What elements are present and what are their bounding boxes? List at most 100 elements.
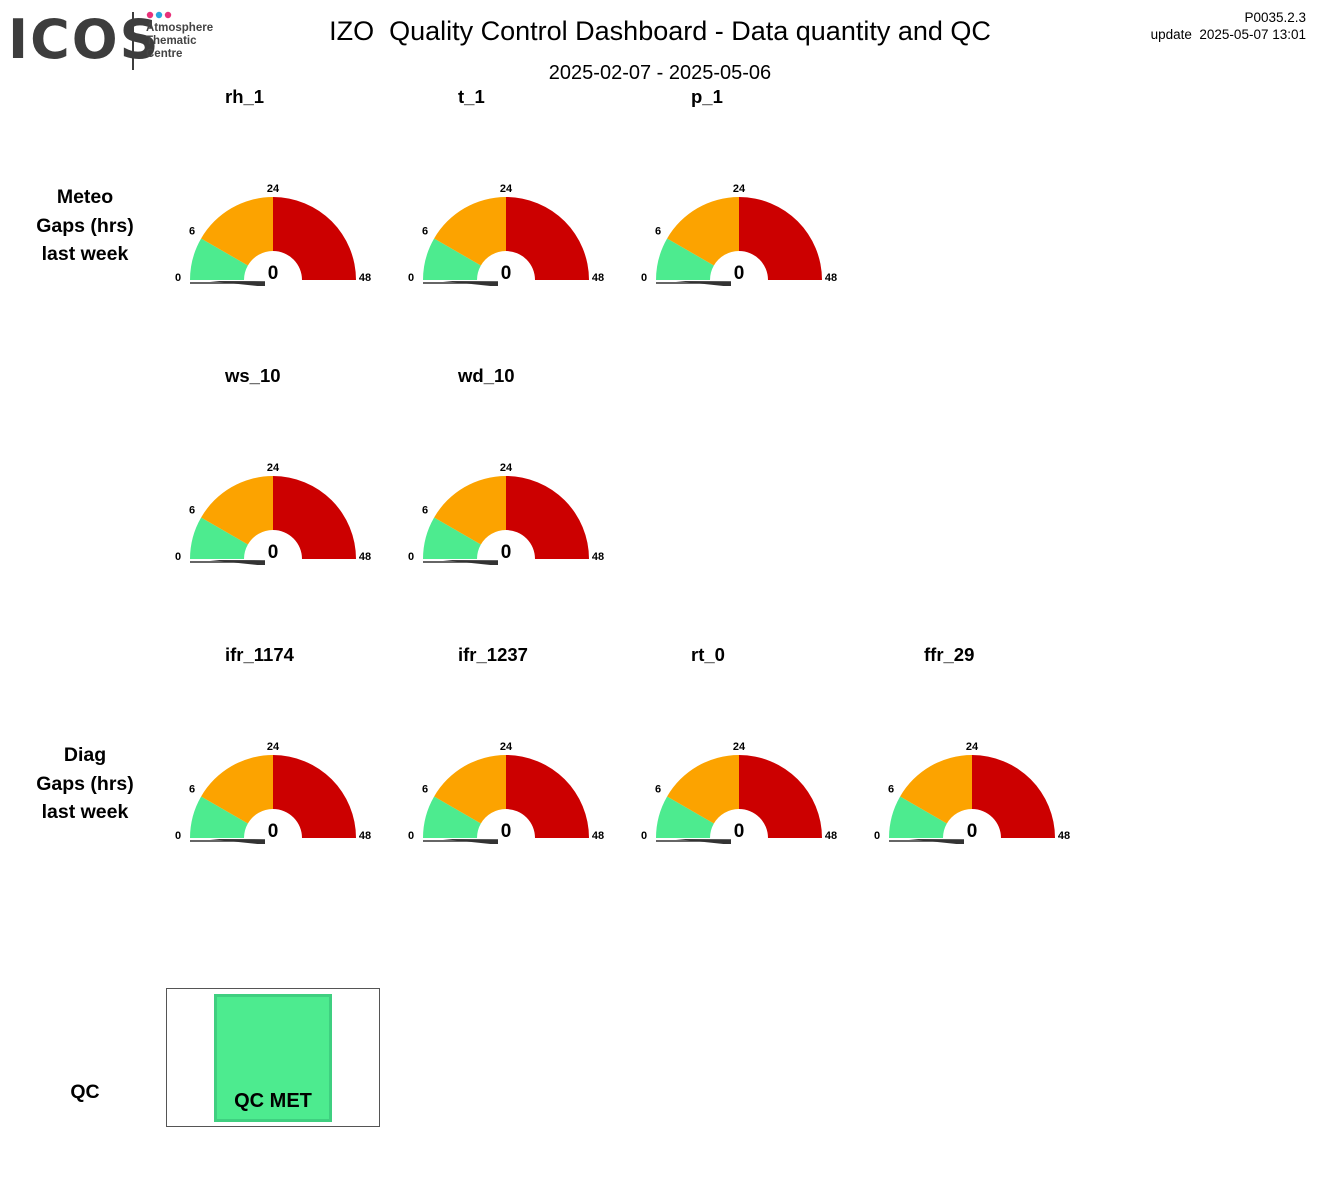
gauge-tick-label: 6 [189, 784, 195, 796]
qc-status-tile [214, 994, 332, 1122]
gauge-band-red [739, 197, 822, 280]
gauge-title: ifr_1174 [225, 644, 294, 665]
gauge-tick-label: 48 [1058, 830, 1070, 842]
row-label-line: Diag [63, 744, 107, 766]
gauge-ifr-1237: ifr_1237 0 6 24 48 0 [401, 644, 641, 844]
gauge-tick-label: 48 [592, 830, 604, 842]
gauge-band-green [423, 238, 481, 280]
gauge-svg: 0 6 24 48 0 [874, 741, 1070, 844]
gauge-rt-0: rt_0 0 6 24 48 0 [634, 644, 874, 844]
gauge-tick-label: 6 [422, 784, 428, 796]
gauge-tick-label: 24 [267, 741, 280, 753]
gauge-tick-label: 0 [408, 551, 414, 563]
gauge-tick-label: 48 [359, 830, 371, 842]
gauge-tick-label: 6 [422, 505, 428, 517]
date-range: 2025-02-07 - 2025-05-06 [548, 62, 772, 84]
gauge-tick-label: 6 [422, 226, 428, 238]
gauge-value-label: 0 [501, 263, 512, 284]
gauge-tick-label: 48 [825, 830, 837, 842]
gauge-svg: 0 6 24 48 0 [408, 462, 604, 565]
gauge-band-orange [434, 476, 506, 545]
gauge-svg: 0 6 24 48 0 [641, 741, 837, 844]
gauge-band-red [506, 755, 589, 838]
gauge-tick-label: 0 [408, 830, 414, 842]
gauge-tick-label: 24 [500, 462, 513, 474]
gauge-band-orange [434, 755, 506, 824]
gauge-svg: 0 6 24 48 0 [408, 183, 604, 286]
update-timestamp: update 2025-05-07 13:01 [1150, 27, 1306, 42]
gauge-ifr-1174: ifr_1174 0 6 24 48 0 [168, 644, 408, 844]
gauge-value-label: 0 [501, 542, 512, 563]
gauge-band-red [739, 755, 822, 838]
gauge-band-green [656, 238, 714, 280]
logo-dots-icon [146, 11, 172, 19]
gauge-title: p_1 [691, 86, 723, 107]
gauge-wd-10: wd_10 0 6 24 48 0 [401, 365, 641, 565]
gauge-svg: 0 6 24 48 0 [175, 741, 371, 844]
gauge-tick-label: 24 [500, 183, 513, 195]
gauge-band-red [273, 476, 356, 559]
row-label-line: last week [41, 801, 129, 823]
version-label: P0035.2.3 [1244, 10, 1306, 25]
row-label-line: last week [41, 243, 129, 265]
gauge-tick-label: 6 [189, 505, 195, 517]
gauge-title: ffr_29 [924, 644, 975, 665]
gauge-tick-label: 6 [189, 226, 195, 238]
gauge-value-label: 0 [967, 821, 978, 842]
gauge-value-label: 0 [268, 542, 279, 563]
row-label-line: Gaps (hrs) [36, 772, 134, 795]
gauge-band-red [273, 197, 356, 280]
gauge-title: rh_1 [225, 86, 265, 107]
gauge-tick-label: 0 [874, 830, 880, 842]
gauge-title: wd_10 [458, 365, 515, 386]
gauge-band-green [889, 796, 947, 838]
gauge-tick-label: 24 [267, 462, 280, 474]
gauge-band-orange [900, 755, 972, 824]
gauge-band-green [190, 517, 248, 559]
gauge-band-orange [667, 755, 739, 824]
qc-row-label: QC [70, 1081, 100, 1103]
gauge-tick-label: 24 [267, 183, 280, 195]
row-label-line: Meteo [56, 186, 114, 208]
gauge-tick-label: 48 [592, 272, 604, 284]
gauge-band-orange [201, 755, 273, 824]
gauge-tick-label: 6 [888, 784, 894, 796]
gauge-band-red [273, 755, 356, 838]
qc-panel [166, 988, 380, 1127]
logo-wordmark: ICOS [8, 8, 161, 71]
gauge-svg: 0 6 24 48 0 [175, 183, 371, 286]
gauge-tick-label: 24 [500, 741, 513, 753]
version-info: P0035.2.3 update 2025-05-07 13:01 [1151, 9, 1306, 43]
row-label-line: Gaps (hrs) [36, 214, 134, 237]
logo-subtitle-line: Thematic [146, 35, 197, 47]
gauge-tick-label: 48 [825, 272, 837, 284]
gauge-band-green [656, 796, 714, 838]
gauge-svg: 0 6 24 48 0 [641, 183, 837, 286]
logo-divider [132, 12, 134, 70]
gauge-title: rt_0 [691, 644, 725, 665]
gauge-tick-label: 0 [641, 272, 647, 284]
gauge-band-red [506, 197, 589, 280]
gauge-tick-label: 6 [655, 784, 661, 796]
gauge-t-1: t_1 0 6 24 48 0 [401, 86, 641, 286]
meteo-row-label: Meteo Gaps (hrs) last week [10, 183, 160, 269]
gauge-band-orange [201, 197, 273, 266]
logo-subtitle-line: Atmosphere [146, 22, 214, 34]
gauge-tick-label: 48 [359, 551, 371, 563]
gauge-svg: 0 6 24 48 0 [408, 741, 604, 844]
logo-dot [155, 11, 163, 19]
gauge-band-green [190, 238, 248, 280]
gauge-value-label: 0 [734, 263, 745, 284]
logo-dot [146, 11, 154, 19]
gauge-tick-label: 24 [966, 741, 979, 753]
gauge-value-label: 0 [268, 263, 279, 284]
gauge-rh-1: rh_1 0 6 24 48 0 [168, 86, 408, 286]
logo-subtitle-line: Centre [146, 48, 183, 60]
gauge-ws-10: ws_10 0 6 24 48 0 [168, 365, 408, 565]
gauge-band-green [423, 517, 481, 559]
gauge-band-orange [434, 197, 506, 266]
gauge-tick-label: 48 [592, 551, 604, 563]
gauge-value-label: 0 [734, 821, 745, 842]
gauge-tick-label: 0 [175, 272, 181, 284]
diag-row-label: Diag Gaps (hrs) last week [10, 741, 160, 827]
